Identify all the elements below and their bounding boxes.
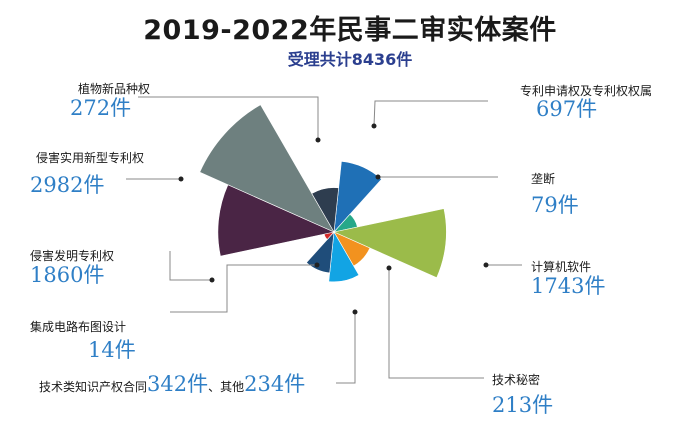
chart-title: 2019-2022年民事二审实体案件	[143, 15, 557, 46]
value-software: 1743件	[531, 274, 606, 298]
leader-dot-trade-secret	[386, 265, 392, 271]
leader-line-ic-layout	[170, 264, 317, 313]
value-contract: 342件	[147, 372, 209, 396]
leader-line-plant	[138, 96, 319, 140]
leader-lines	[126, 96, 522, 384]
leader-dot-invention	[209, 277, 215, 283]
contract-other-line: 技术类知识产权合同342件、其他234件	[39, 374, 305, 395]
value-utility-model: 2982件	[30, 173, 105, 197]
wedge-invention	[217, 184, 335, 257]
label-software: 计算机软件	[531, 260, 592, 274]
leader-line-contract	[336, 312, 356, 384]
leader-line-invention	[169, 251, 212, 281]
wedge-software	[333, 208, 447, 279]
label-monopoly: 垄断	[531, 172, 556, 186]
wedge-contract	[328, 231, 360, 283]
value-trade-secret: 213件	[492, 393, 554, 417]
wedge-other	[306, 231, 335, 274]
leader-dot-plant	[315, 137, 321, 143]
label-trade-secret: 技术秘密	[492, 373, 541, 387]
leader-dot-contract	[352, 309, 358, 315]
label-separator: 、	[208, 380, 221, 394]
leader-line-patent-ownership	[373, 100, 488, 127]
wedge-patent-ownership	[333, 160, 382, 233]
label-ic-layout: 集成电路布图设计	[30, 320, 127, 334]
label-plant-variety: 植物新品种权	[78, 82, 151, 96]
leader-dot-utility	[178, 176, 184, 182]
value-invention: 1860件	[30, 263, 105, 287]
leader-dot-ic-layout	[314, 262, 320, 268]
chart-subtitle: 受理共计8436件	[287, 50, 413, 69]
leader-dot-patent-ownership	[371, 123, 377, 129]
label-patent-ownership: 专利申请权及专利权权属	[520, 84, 653, 98]
label-contract: 技术类知识产权合同	[39, 380, 148, 394]
label-utility-model: 侵害实用新型专利权	[36, 151, 145, 165]
wedge-plant-variety	[311, 187, 339, 233]
leader-dot-software	[483, 262, 489, 268]
leader-line-trade-secret	[388, 268, 484, 379]
wedge-group	[199, 104, 447, 283]
value-other: 234件	[244, 372, 306, 396]
value-plant-variety: 272件	[70, 96, 132, 120]
value-ic-layout: 14件	[88, 338, 136, 362]
value-patent-ownership: 697件	[536, 97, 598, 121]
label-invention: 侵害发明专利权	[30, 249, 115, 263]
leader-dot-monopoly	[375, 174, 381, 180]
label-other: 其他	[220, 380, 245, 394]
value-monopoly: 79件	[531, 193, 579, 217]
wedge-utility-model	[199, 104, 335, 233]
